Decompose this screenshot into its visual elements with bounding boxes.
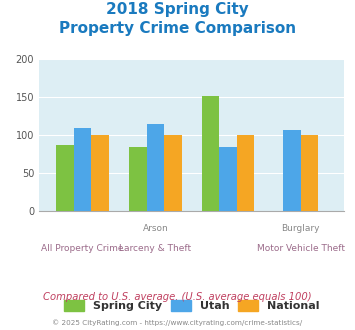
Text: Arson: Arson [142, 224, 168, 233]
Bar [147, 124, 164, 211]
Text: Property Crime Comparison: Property Crime Comparison [59, 21, 296, 36]
Bar [219, 148, 237, 211]
Text: All Property Crime: All Property Crime [42, 244, 124, 253]
Text: Motor Vehicle Theft: Motor Vehicle Theft [257, 244, 345, 253]
Text: Compared to U.S. average. (U.S. average equals 100): Compared to U.S. average. (U.S. average … [43, 292, 312, 302]
Bar [129, 148, 147, 211]
Bar [301, 135, 318, 211]
Bar [164, 135, 181, 211]
Legend: Spring City, Utah, National: Spring City, Utah, National [59, 296, 324, 316]
Bar [202, 96, 219, 211]
Text: Burglary: Burglary [282, 224, 320, 233]
Bar [91, 135, 109, 211]
Bar [74, 128, 91, 211]
Text: © 2025 CityRating.com - https://www.cityrating.com/crime-statistics/: © 2025 CityRating.com - https://www.city… [53, 319, 302, 326]
Bar [237, 135, 254, 211]
Text: Larceny & Theft: Larceny & Theft [119, 244, 191, 253]
Bar [56, 145, 74, 211]
Text: 2018 Spring City: 2018 Spring City [106, 2, 249, 16]
Bar [283, 130, 301, 211]
